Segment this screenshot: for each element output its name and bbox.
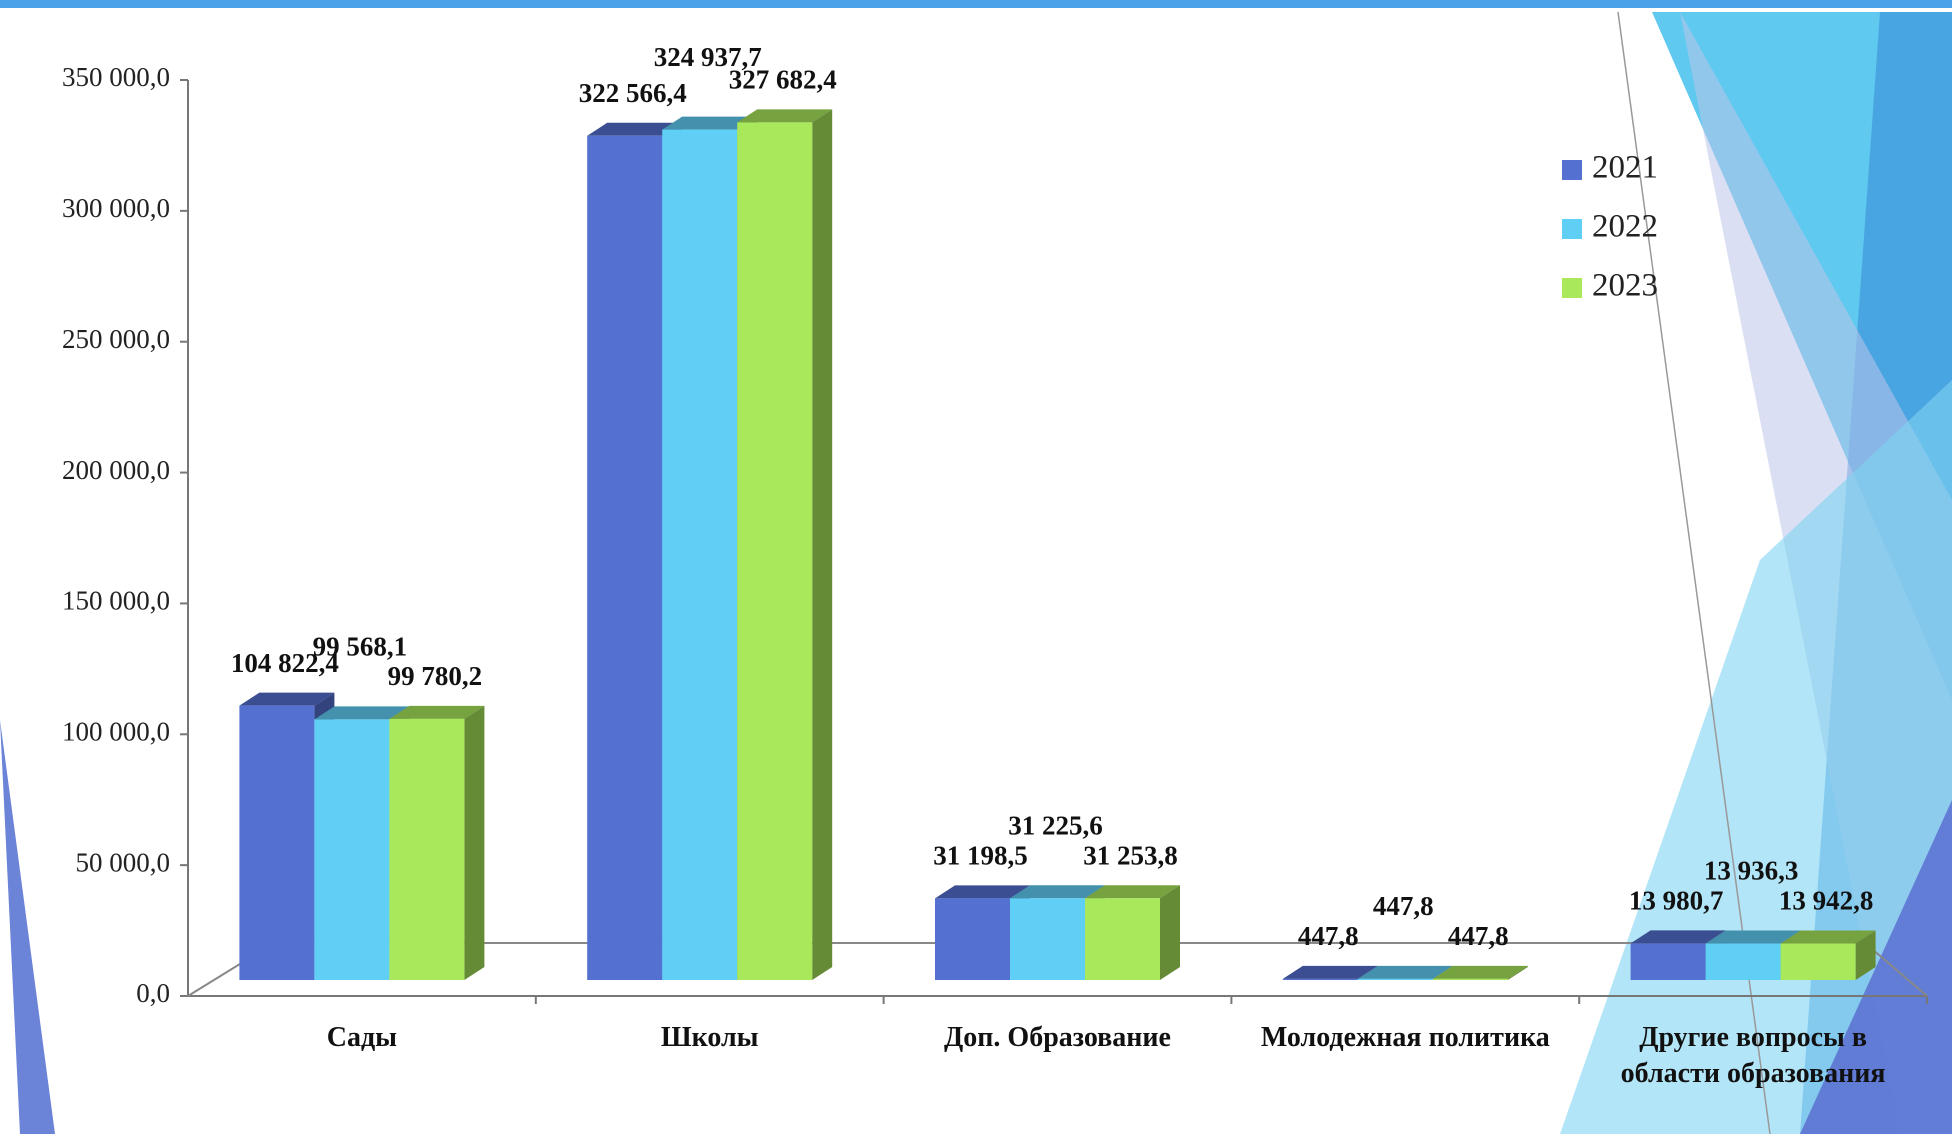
value-label: 99 780,2 <box>388 661 483 691</box>
value-label: 322 566,4 <box>579 78 687 108</box>
bar-top <box>1705 930 1801 944</box>
value-label: 104 822,4 <box>231 648 339 678</box>
y-tick-label: 300 000,0 <box>62 193 170 223</box>
value-label: 31 225,6 <box>1008 810 1103 840</box>
value-label: 447,8 <box>1373 891 1434 921</box>
x-tick-label: Школы <box>660 1022 759 1053</box>
value-label: 13 942,8 <box>1779 886 1874 916</box>
bar-side <box>1507 965 1528 980</box>
bar-top <box>1282 965 1378 979</box>
y-tick-label: 200 000,0 <box>62 455 170 485</box>
decor <box>0 720 55 1134</box>
legend-label: 2023 <box>1592 268 1658 304</box>
bar <box>587 135 663 980</box>
top-strip <box>0 0 1952 8</box>
bar-top <box>389 705 485 719</box>
legend-swatch <box>1562 160 1582 180</box>
bar <box>1010 898 1085 980</box>
bar-side <box>1855 930 1876 980</box>
legend-label: 2021 <box>1592 150 1658 186</box>
bar-top <box>1780 930 1876 944</box>
y-tick-label: 100 000,0 <box>62 716 170 746</box>
bar <box>1085 898 1160 980</box>
bar-top <box>662 116 758 130</box>
bar-top <box>1085 885 1180 899</box>
bar-top <box>1432 965 1528 979</box>
y-tick-label: 50 000,0 <box>76 847 171 877</box>
bar-top <box>1010 885 1105 899</box>
value-label: 13 936,3 <box>1704 856 1799 886</box>
y-tick-label: 350 000,0 <box>62 62 170 92</box>
legend-swatch <box>1562 219 1582 239</box>
y-tick-label: 150 000,0 <box>62 586 170 616</box>
value-label: 447,8 <box>1298 921 1359 951</box>
bar <box>239 705 315 980</box>
bar <box>389 718 465 980</box>
y-tick-label: 0,0 <box>136 978 170 1008</box>
value-label: 324 937,7 <box>654 42 762 72</box>
legend-label: 2022 <box>1592 209 1658 245</box>
value-label: 327 682,4 <box>729 65 837 95</box>
bar <box>662 129 738 980</box>
value-label: 31 198,5 <box>933 841 1028 871</box>
x-tick-label: Сады <box>326 1022 398 1053</box>
bar-side <box>812 109 833 981</box>
bar <box>1630 943 1706 980</box>
bar-side <box>1160 885 1180 980</box>
bar <box>1282 978 1358 980</box>
bar <box>935 898 1010 980</box>
value-label: 99 568,1 <box>313 632 408 662</box>
bar-top <box>1630 930 1726 944</box>
bar <box>1780 943 1856 980</box>
x-tick-label: Доп. Образование <box>944 1022 1171 1053</box>
bar-top <box>935 885 1030 899</box>
decor <box>1800 800 1952 1134</box>
bar-top <box>239 692 335 706</box>
legend-swatch <box>1562 278 1582 298</box>
bar <box>1432 978 1508 980</box>
y-tick-label: 250 000,0 <box>62 324 170 354</box>
value-label: 13 980,7 <box>1629 886 1724 916</box>
bar-top <box>314 706 410 720</box>
value-label: 447,8 <box>1448 921 1509 951</box>
bar <box>737 122 813 981</box>
bar <box>1705 943 1781 980</box>
bar-top <box>1357 965 1453 979</box>
bar <box>314 719 390 980</box>
bar-top <box>587 122 683 136</box>
value-label: 31 253,8 <box>1083 840 1178 870</box>
bar-top <box>737 109 833 123</box>
x-tick-label: Другие вопросы в области образования <box>1620 1022 1886 1089</box>
bar <box>1357 978 1433 980</box>
bar-side <box>464 705 485 980</box>
x-tick-label: Молодежная политика <box>1260 1022 1550 1053</box>
